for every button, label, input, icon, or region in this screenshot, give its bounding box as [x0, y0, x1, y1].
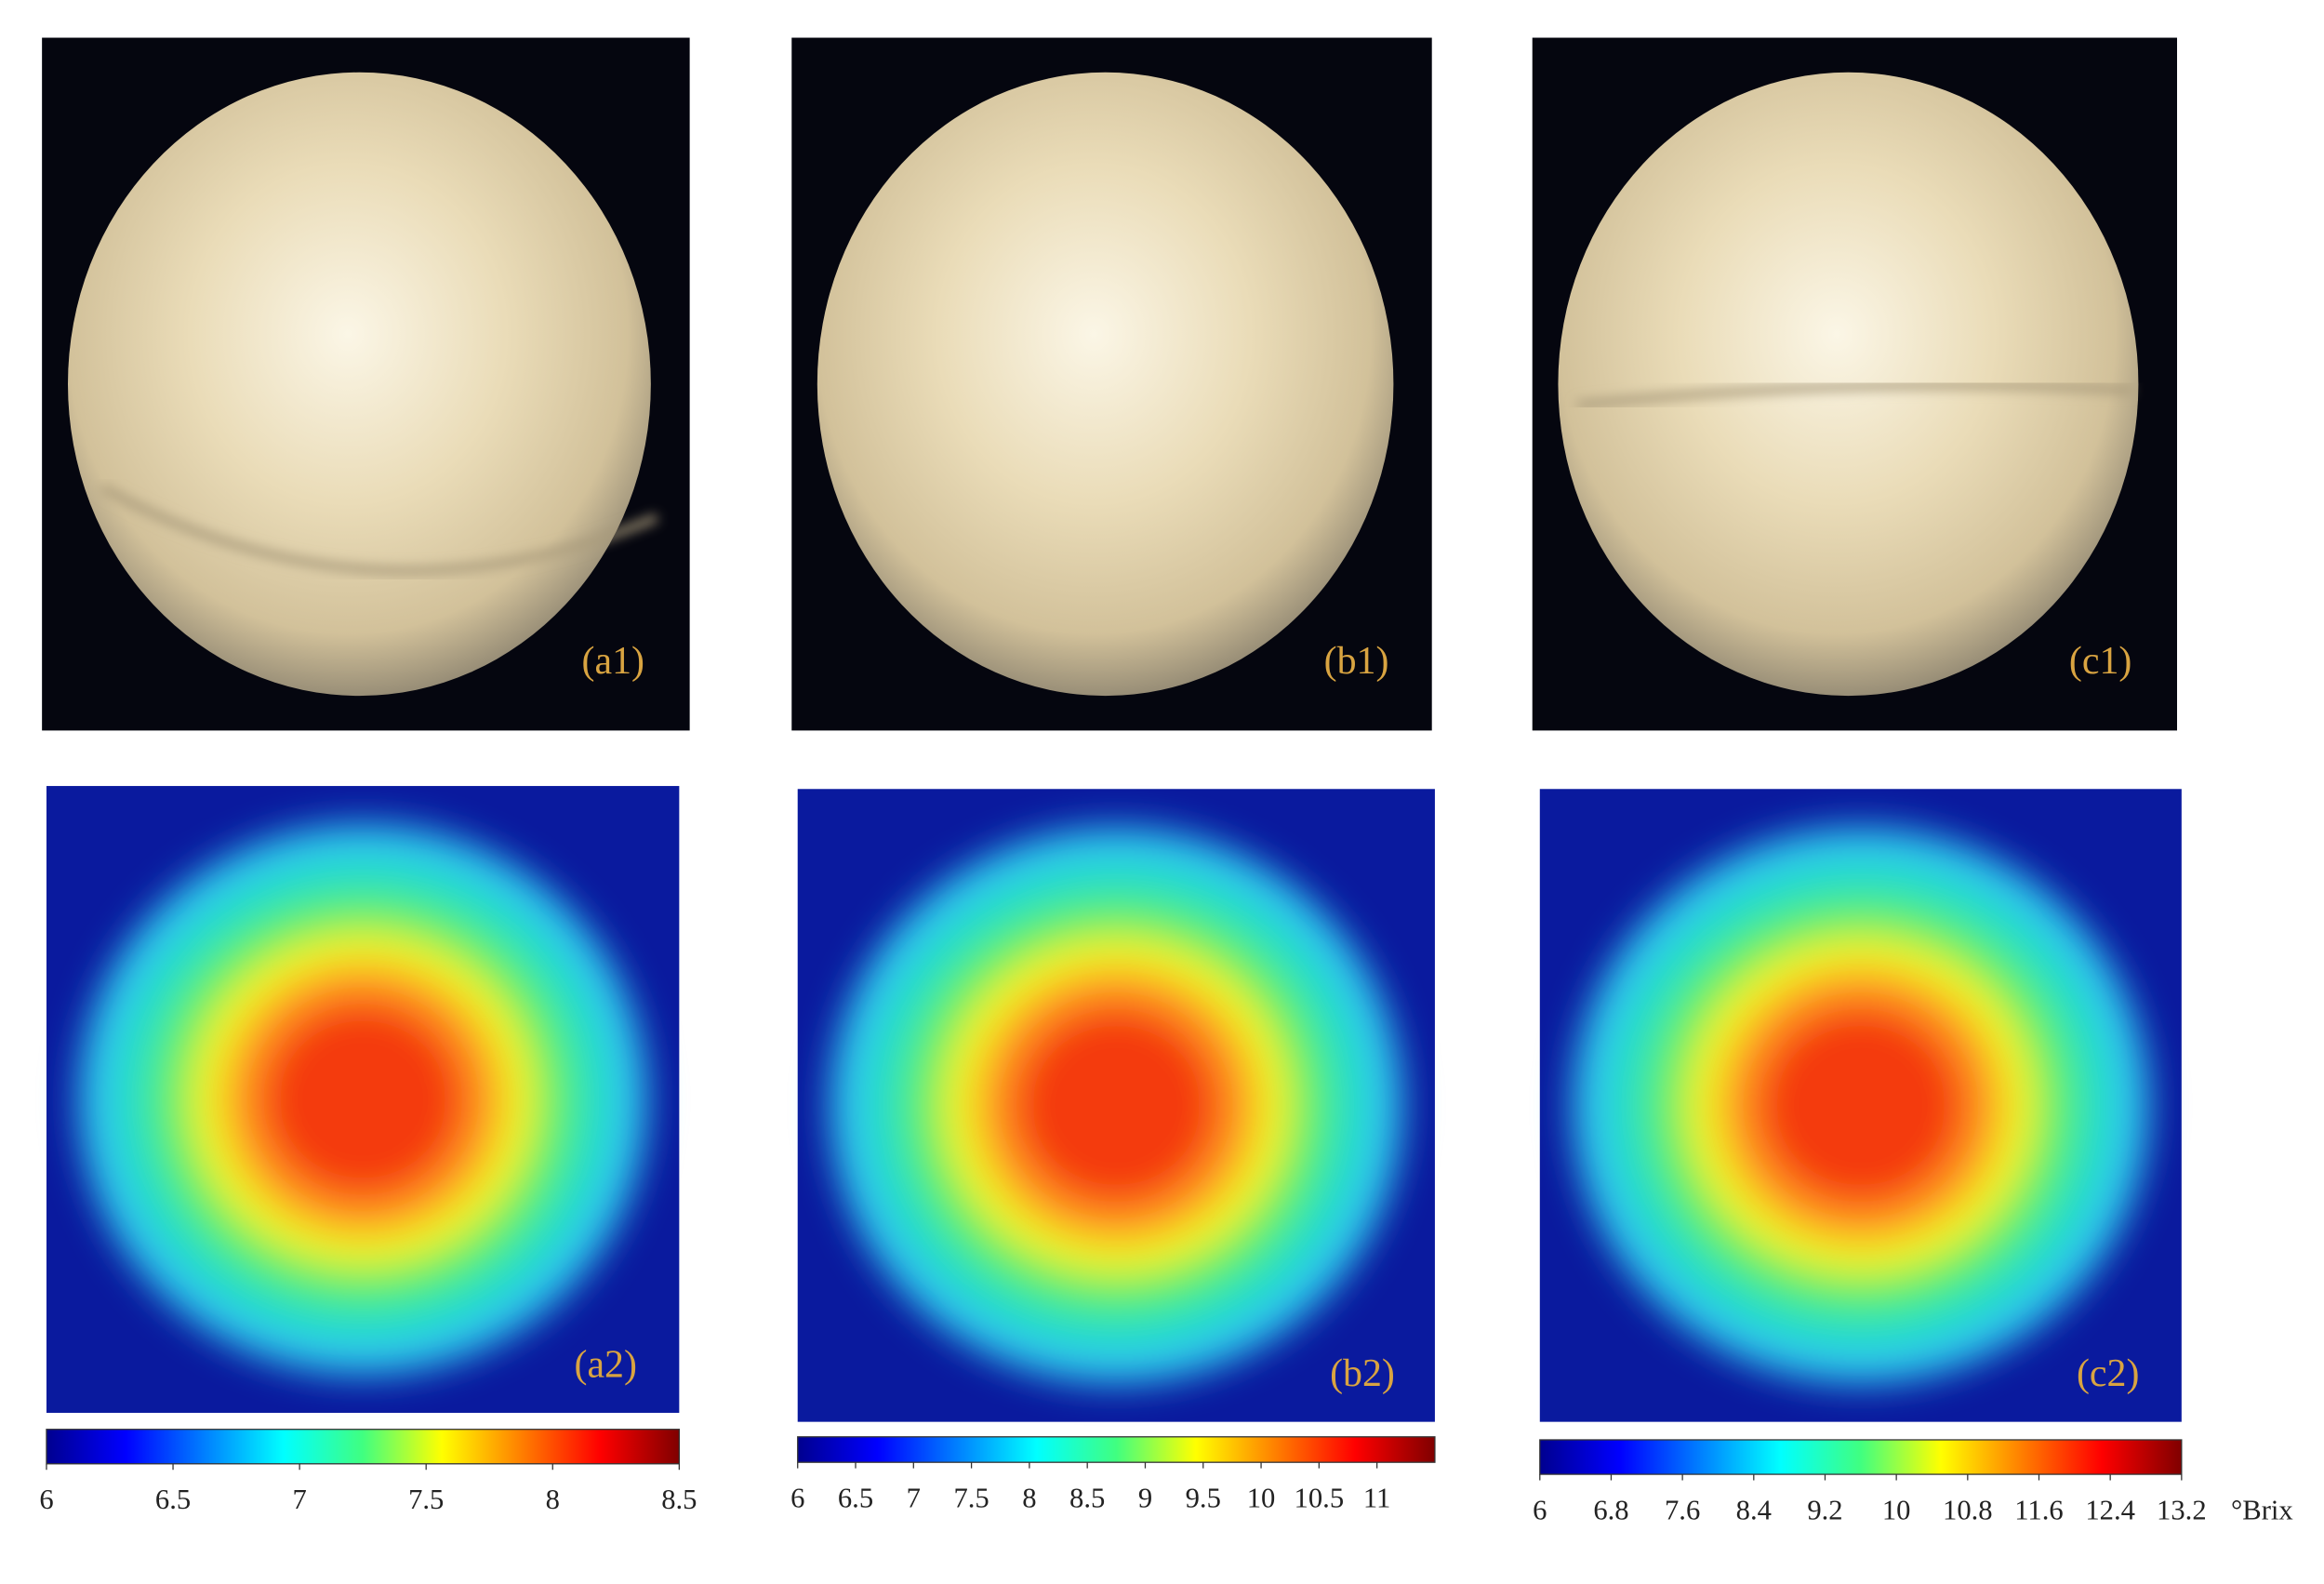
fruit-suture [100, 484, 658, 575]
colorbar-tick-label: 10.8 [1943, 1494, 1993, 1525]
colorbar-tick-label: 7 [907, 1483, 921, 1514]
colorbar-tick-label: 6.8 [1593, 1494, 1628, 1525]
heat-ring [1016, 1007, 1217, 1204]
map-label: (a2) [574, 1343, 636, 1386]
colorbar-tick-label: 7.5 [408, 1484, 444, 1515]
colorbar-tick-label: 6.5 [838, 1483, 873, 1514]
colorbar-tick-label: 8 [1022, 1483, 1036, 1514]
colorbar-tick-label: 7.5 [953, 1483, 989, 1514]
colorbar-tick-label: 9.5 [1186, 1483, 1221, 1514]
map-label: (b2) [1330, 1352, 1395, 1395]
colorbar-tick-label: 8 [546, 1484, 560, 1515]
fruit [68, 72, 651, 697]
colorbar-tick-label: 12.4 [2085, 1494, 2135, 1525]
colorbar-tick-label: 8.4 [1736, 1494, 1772, 1525]
photo-label: (b1) [1324, 640, 1389, 683]
colorbar [46, 1429, 680, 1465]
photo-label: (c1) [2069, 640, 2131, 683]
colorbar-tick-label: 11 [1363, 1483, 1391, 1514]
heat-ring [1760, 1007, 1962, 1204]
fruit [817, 72, 1394, 697]
heat-ring [263, 1003, 463, 1196]
colorbar-tick-label: 6.5 [155, 1484, 191, 1515]
heat-blob [829, 827, 1403, 1384]
heat-blob [1572, 827, 2150, 1384]
colorbar-tick-label: 10.5 [1295, 1483, 1345, 1514]
colorbar-tick-label: 13.2 [2157, 1494, 2207, 1525]
heat-blob [77, 823, 648, 1376]
photo-label: (a1) [582, 640, 644, 683]
colorbar-tick-label: 6 [1533, 1494, 1547, 1525]
map-label: (c2) [2077, 1352, 2139, 1395]
colorbar-tick-label: 10 [1882, 1494, 1911, 1525]
colorbar-tick-label: 7 [292, 1484, 306, 1515]
colorbar-tick-label: 8.5 [661, 1484, 697, 1515]
colorbar-tick-label: 11.6 [2014, 1494, 2063, 1525]
colorbar-tick-label: 6 [39, 1484, 53, 1515]
fruit-suture [1576, 381, 2132, 409]
colorbar [797, 1436, 1436, 1463]
colorbar-tick-label: 10 [1247, 1483, 1276, 1514]
colorbar-tick-label: 8.5 [1069, 1483, 1105, 1514]
colorbar-tick-label: 9.2 [1807, 1494, 1842, 1525]
colorbar-tick-label: 9 [1138, 1483, 1152, 1514]
colorbar [1539, 1439, 2183, 1475]
colorbar-tick-label: 6 [790, 1483, 804, 1514]
colorbar-unit: °Brix [2231, 1494, 2293, 1525]
colorbar-tick-label: 7.6 [1665, 1494, 1700, 1525]
